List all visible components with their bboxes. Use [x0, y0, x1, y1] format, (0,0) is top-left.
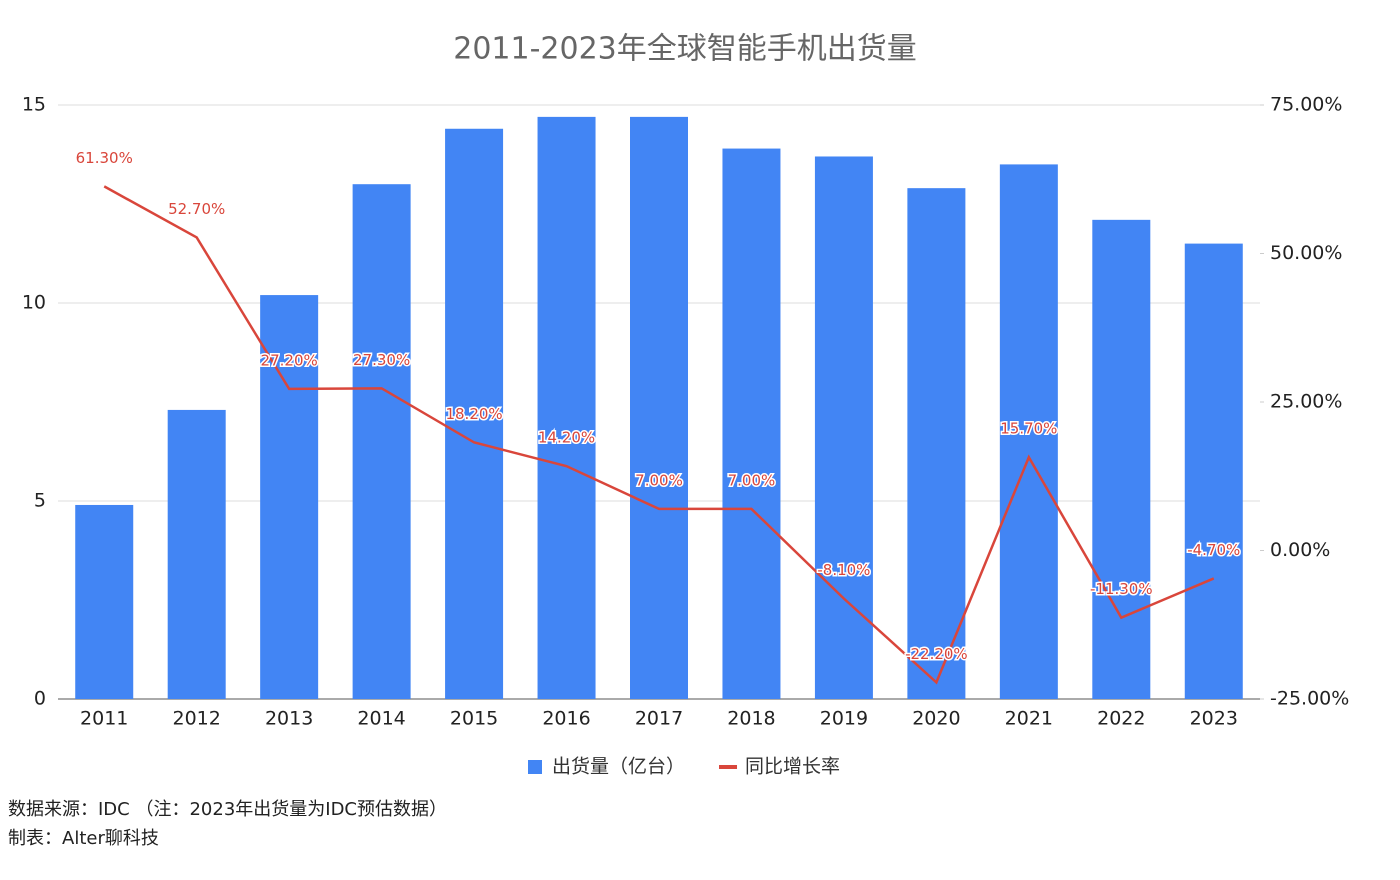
- data-label: 61.30%: [76, 149, 133, 167]
- bar: [445, 128, 504, 699]
- data-label: 52.70%: [168, 200, 225, 218]
- bar: [352, 184, 411, 699]
- y2-tick-label: 50.00%: [1270, 242, 1342, 264]
- legend-label: 同比增长率: [745, 756, 840, 778]
- credit-note: 制表：Alter聊科技: [8, 828, 159, 849]
- bar: [1092, 219, 1151, 699]
- line: [103, 185, 1215, 685]
- y2-tick-label: 75.00%: [1270, 94, 1342, 116]
- bar: [260, 295, 319, 699]
- bar: [907, 188, 966, 699]
- x-tick-label: 2021: [1005, 708, 1053, 730]
- y2-tick-label: 25.00%: [1270, 391, 1342, 413]
- x-tick-label: 2016: [542, 708, 590, 730]
- data-label: -4.70%: [1187, 541, 1240, 559]
- bar: [999, 164, 1058, 699]
- x-tick-label: 2018: [727, 708, 775, 730]
- y2-tick-label: -25.00%: [1270, 688, 1349, 710]
- data-label: 27.20%: [261, 351, 318, 369]
- data-label: 15.70%: [1000, 420, 1057, 438]
- bar: [537, 116, 596, 699]
- y-tick-label: 15: [22, 94, 46, 116]
- legend-label: 出货量（亿台）: [552, 756, 685, 778]
- y-tick-label: 5: [34, 490, 46, 512]
- bar: [1184, 243, 1243, 699]
- data-label: 27.30%: [353, 351, 410, 369]
- data-label: 14.20%: [538, 429, 595, 447]
- y2-tick-label: 0.00%: [1270, 539, 1330, 561]
- legend-swatch: [528, 760, 542, 774]
- x-tick-label: 2022: [1097, 708, 1145, 730]
- data-label: -11.30%: [1090, 580, 1153, 598]
- y-tick-label: 10: [22, 292, 46, 314]
- x-tick-label: 2012: [173, 708, 221, 730]
- x-tick-label: 2014: [357, 708, 405, 730]
- x-tick-label: 2013: [265, 708, 313, 730]
- x-tick-label: 2020: [912, 708, 960, 730]
- data-label: -22.20%: [905, 645, 968, 663]
- chart-title: 2011-2023年全球智能手机出货量: [453, 32, 917, 67]
- bar: [722, 148, 781, 699]
- x-tick-label: 2019: [820, 708, 868, 730]
- x-tick-label: 2015: [450, 708, 498, 730]
- x-tick-label: 2011: [80, 708, 128, 730]
- bar: [167, 409, 226, 699]
- data-label: 7.00%: [728, 471, 776, 489]
- x-tick-label: 2017: [635, 708, 683, 730]
- data-label: 7.00%: [635, 471, 683, 489]
- bar: [814, 156, 873, 700]
- bar: [630, 116, 688, 699]
- source-note: 数据来源：IDC （注：2023年出货量为IDC预估数据）: [8, 799, 447, 820]
- data-label: -8.10%: [817, 561, 870, 579]
- bar: [75, 504, 134, 699]
- data-label: 18.20%: [445, 405, 502, 423]
- x-tick-label: 2023: [1190, 708, 1238, 730]
- y-tick-label: 0: [34, 688, 46, 710]
